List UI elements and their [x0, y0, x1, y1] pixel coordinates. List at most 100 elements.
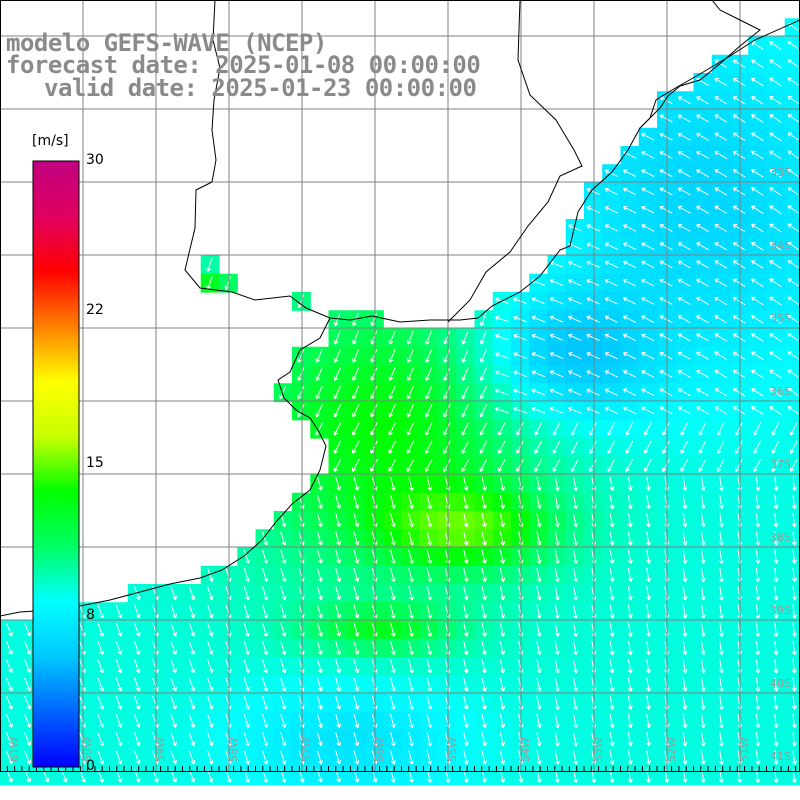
wind-arrow — [536, 750, 542, 765]
wind-arrow — [513, 315, 527, 323]
wind-arrow — [787, 77, 800, 87]
wind-arrow — [536, 640, 542, 656]
wind-arrow — [333, 440, 342, 454]
wind-cell — [784, 36, 800, 56]
wind-arrow — [353, 494, 360, 509]
wind-arrow — [719, 677, 724, 692]
wind-arrow — [659, 278, 673, 287]
wind-cell — [784, 200, 800, 220]
wind-arrow — [262, 549, 269, 564]
wind-arrow — [461, 330, 469, 345]
wind-arrow — [682, 604, 688, 619]
wind-arrow — [568, 370, 582, 378]
wind-arrow — [497, 422, 506, 436]
wind-arrow — [370, 385, 378, 400]
wind-arrow — [554, 549, 560, 564]
colorbar-tick-15: 15 — [86, 455, 104, 471]
wind-arrow — [646, 513, 651, 528]
wind-arrow — [115, 732, 123, 747]
wind-arrow — [787, 241, 800, 251]
wind-arrow — [646, 677, 651, 692]
wind-arrow — [586, 315, 600, 323]
wind-arrow — [335, 750, 342, 765]
wind-arrow — [408, 604, 414, 619]
wind-arrow — [335, 622, 342, 637]
wind-arrow — [755, 549, 761, 564]
wind-arrow — [682, 549, 688, 564]
wind-arrow — [333, 422, 342, 436]
wind-arrow — [586, 260, 600, 268]
wind-arrow — [552, 422, 561, 436]
wind-arrow — [586, 206, 600, 214]
wind-arrow — [408, 567, 414, 582]
wind-arrow — [622, 333, 637, 342]
wind-cell — [784, 401, 800, 421]
wind-arrow — [568, 224, 582, 232]
wind-arrow — [388, 349, 396, 363]
wind-arrow — [243, 695, 250, 710]
wind-arrow — [426, 695, 433, 710]
wind-arrow — [771, 458, 780, 472]
wind-arrow — [773, 549, 779, 564]
wind-arrow — [549, 279, 564, 287]
wind-arrow — [549, 406, 564, 414]
wind-arrow — [481, 549, 487, 564]
wind-arrow — [659, 333, 673, 342]
wind-arrow — [554, 476, 560, 491]
wind-arrow — [316, 568, 323, 582]
wind-arrow — [751, 77, 764, 87]
wind-arrow — [335, 549, 342, 564]
wind-arrow — [751, 260, 764, 269]
wind-arrow — [479, 349, 487, 363]
wind-arrow — [787, 168, 800, 178]
wind-arrow — [625, 422, 634, 436]
wind-arrow — [627, 586, 633, 601]
wind-arrow — [700, 586, 706, 601]
wind-arrow — [573, 567, 579, 583]
wind-arrow — [370, 440, 378, 454]
wind-arrow — [677, 315, 691, 324]
wind-arrow — [390, 695, 396, 710]
wind-arrow — [751, 59, 764, 69]
wind-arrow — [408, 640, 414, 655]
wind-arrow — [170, 641, 177, 655]
wind-arrow — [732, 223, 746, 233]
wind-arrow — [243, 641, 250, 655]
wind-arrow — [115, 622, 123, 637]
wind-arrow — [499, 549, 506, 564]
wind-arrow — [388, 440, 397, 454]
wind-arrow — [5, 732, 13, 746]
wind-cell — [784, 91, 800, 111]
wind-arrow — [5, 696, 13, 710]
wind-arrow — [791, 567, 797, 583]
wind-arrow — [513, 406, 527, 414]
wind-cell — [784, 730, 800, 749]
wind-arrow — [696, 151, 709, 160]
wind-arrow — [659, 297, 673, 305]
wind-arrow — [755, 713, 761, 729]
wind-arrow — [769, 223, 782, 233]
wind-arrow — [751, 369, 764, 379]
wind-arrow — [646, 750, 651, 765]
wind-arrow — [406, 440, 415, 454]
wind-cell — [784, 711, 800, 731]
latitude-labels: 33S 34S 35S 36S 37S 38S 39S 40S 41S — [770, 166, 791, 763]
wind-arrow — [753, 440, 762, 454]
wind-arrow — [335, 695, 342, 710]
wind-arrow — [682, 476, 688, 491]
wind-arrow — [714, 205, 728, 214]
wind-arrow — [791, 622, 797, 637]
wind-arrow — [425, 349, 433, 363]
wind-arrow — [554, 677, 560, 692]
wind-arrow — [700, 750, 706, 765]
wind-arrow — [573, 622, 579, 637]
wind-arrow — [714, 169, 728, 178]
wind-arrow — [352, 404, 360, 418]
wind-arrow — [536, 659, 542, 674]
wind-arrow — [481, 713, 487, 729]
wind-arrow — [207, 750, 214, 765]
wind-arrow — [791, 750, 797, 765]
wind-arrow — [773, 732, 779, 747]
wind-arrow — [696, 132, 709, 141]
wind-arrow — [207, 604, 214, 619]
